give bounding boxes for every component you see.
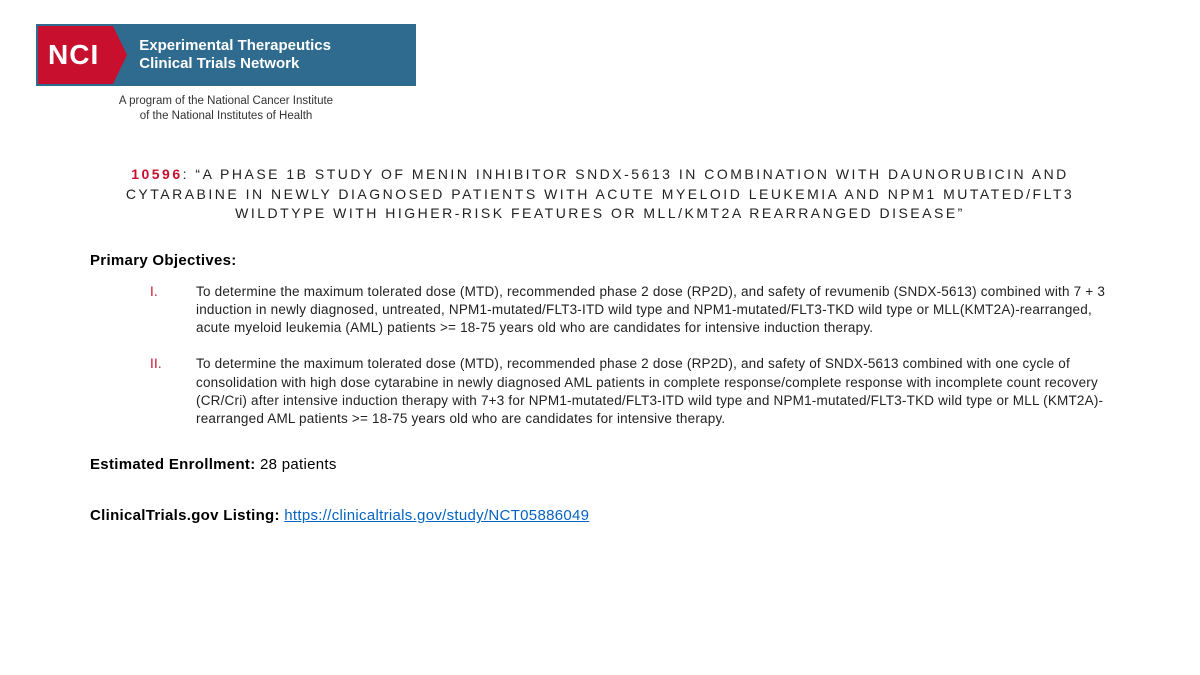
study-title-text: A PHASE 1B STUDY OF MENIN INHIBITOR SNDX… — [126, 166, 1074, 221]
logo-subtitle: A program of the National Cancer Institu… — [36, 94, 416, 124]
logo-block: NCI Experimental Therapeutics Clinical T… — [36, 24, 416, 124]
objective-number: II. — [150, 355, 196, 428]
objective-text: To determine the maximum tolerated dose … — [196, 355, 1110, 428]
content-area: 10596: “A PHASE 1B STUDY OF MENIN INHIBI… — [0, 165, 1200, 524]
objectives-list: I. To determine the maximum tolerated do… — [90, 283, 1110, 429]
logo-box: NCI Experimental Therapeutics Clinical T… — [36, 24, 416, 86]
objective-item: I. To determine the maximum tolerated do… — [150, 283, 1110, 338]
logo-line-1: Experimental Therapeutics — [139, 37, 414, 55]
logo-subtitle-1: A program of the National Cancer Institu… — [119, 95, 333, 107]
objective-text: To determine the maximum tolerated dose … — [196, 283, 1110, 338]
logo-line-2: Clinical Trials Network — [139, 55, 414, 73]
logo-text-area: Experimental Therapeutics Clinical Trial… — [113, 26, 414, 84]
logo-subtitle-2: of the National Institutes of Health — [140, 110, 313, 122]
nci-badge: NCI — [38, 26, 113, 84]
objective-item: II. To determine the maximum tolerated d… — [150, 355, 1110, 428]
enrollment-value: 28 patients — [256, 456, 337, 473]
study-id: 10596 — [131, 166, 182, 182]
listing-link[interactable]: https://clinicaltrials.gov/study/NCT0588… — [284, 507, 589, 524]
objective-number: I. — [150, 283, 196, 338]
listing-row: ClinicalTrials.gov Listing: https://clin… — [90, 507, 1110, 524]
objectives-heading: Primary Objectives: — [90, 252, 1110, 269]
listing-label: ClinicalTrials.gov Listing: — [90, 507, 280, 524]
enrollment-row: Estimated Enrollment: 28 patients — [90, 456, 1110, 473]
title-separator: : “ — [183, 166, 203, 182]
enrollment-label: Estimated Enrollment: — [90, 456, 256, 473]
study-title: 10596: “A PHASE 1B STUDY OF MENIN INHIBI… — [90, 165, 1110, 224]
